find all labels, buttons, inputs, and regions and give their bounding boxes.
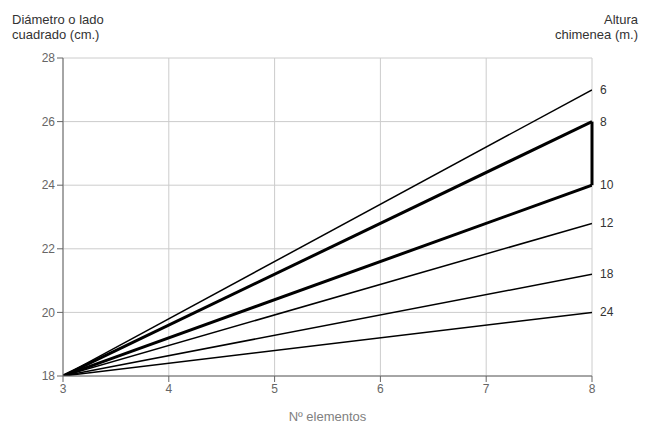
- html-text:Altura chimenea (m.): Altura chimenea (m.): [554, 12, 638, 42]
- svg-text:24: 24: [42, 178, 56, 192]
- svg-text:7: 7: [483, 382, 490, 396]
- svg-text:Nº elementos: Nº elementos: [289, 409, 367, 424]
- svg-text:18: 18: [42, 369, 56, 383]
- svg-text:24: 24: [600, 305, 614, 319]
- svg-text:6: 6: [600, 83, 607, 97]
- svg-text:8: 8: [600, 115, 607, 129]
- svg-text:22: 22: [42, 242, 56, 256]
- svg-text:26: 26: [42, 115, 56, 129]
- html-text:Diámetro o lado cuadrado (cm.): Diámetro o lado cuadrado (cm.): [12, 12, 104, 42]
- svg-text:18: 18: [600, 267, 614, 281]
- svg-text:12: 12: [600, 216, 614, 230]
- svg-text:4: 4: [165, 382, 172, 396]
- svg-text:10: 10: [600, 178, 614, 192]
- svg-text:20: 20: [42, 306, 56, 320]
- svg-text:8: 8: [589, 382, 596, 396]
- svg-text:28: 28: [42, 51, 56, 65]
- svg-text:3: 3: [60, 382, 67, 396]
- svg-text:6: 6: [377, 382, 384, 396]
- svg-text:5: 5: [271, 382, 278, 396]
